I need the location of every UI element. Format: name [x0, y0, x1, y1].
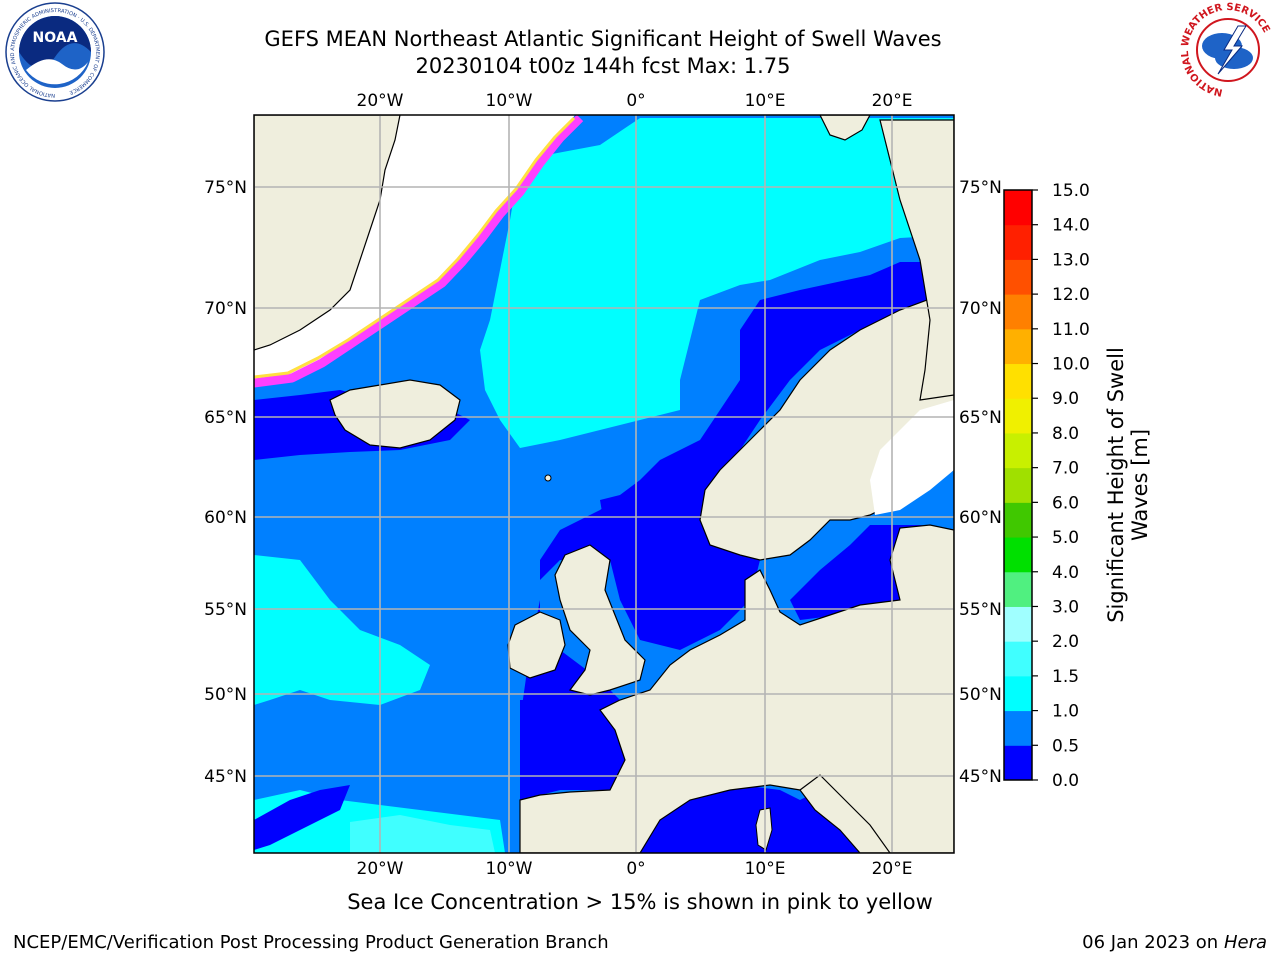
footer-host: Hera [1223, 932, 1267, 953]
map-title-line1: GEFS MEAN Northeast Atlantic Significant… [264, 27, 942, 51]
sea-ice-edge-yellow [254, 116, 576, 379]
colorbar-tick-label: 7.0 [1052, 459, 1079, 479]
colorbar-segment [1004, 710, 1032, 746]
land-great-britain [554, 544, 646, 696]
lat-label-left: 50°N [204, 685, 247, 705]
lat-label-right: 70°N [959, 299, 1002, 319]
wave-region-norwegian-sea [480, 118, 954, 448]
land-sardinia [755, 807, 773, 851]
colorbar-segment [1004, 224, 1032, 260]
colorbar-label-line1: Significant Height of Swell [1104, 347, 1128, 623]
lat-label-left: 65°N [204, 408, 247, 428]
colorbar-tick-label: 1.0 [1052, 702, 1079, 722]
colorbar-tick-label: 10.0 [1052, 355, 1090, 375]
lon-label-bottom: 20°W [357, 859, 404, 879]
footer-credit: NCEP/EMC/Verification Post Processing Pr… [13, 932, 609, 953]
colorbar-segment [1004, 363, 1032, 399]
nws-logo: NATIONAL WEATHER SERVICE [1180, 2, 1276, 98]
lon-label-top: 10°W [486, 91, 533, 111]
colorbar-label-line2: Waves [m] [1128, 429, 1152, 541]
footer-date: 06 Jan 2023 on [1082, 932, 1224, 953]
colorbar-segment [1004, 328, 1032, 365]
land-italy [799, 774, 891, 853]
colorbar-segment [1004, 432, 1032, 469]
lon-label-bottom: 0° [626, 859, 645, 879]
map-title-line2: 20230104 t00z 144h fcst Max: 1.75 [415, 54, 791, 78]
lat-label-left: 55°N [204, 600, 247, 620]
footer-date-host: 06 Jan 2023 on Hera [1082, 932, 1267, 953]
lat-label-right: 65°N [959, 408, 1002, 428]
colorbar-frame [1003, 189, 1033, 781]
lon-label-top: 20°E [872, 91, 913, 111]
lon-label-top: 20°W [357, 91, 404, 111]
lat-label-right: 75°N [959, 178, 1002, 198]
map-gridlines [254, 115, 954, 853]
colorbar-tick-label: 1.5 [1052, 667, 1079, 687]
colorbar-segment [1004, 537, 1032, 573]
colorbar-label: Significant Height of Swell Waves [m] [1104, 347, 1152, 623]
land-greenland [254, 115, 401, 351]
colorbar-segment [1004, 398, 1032, 434]
sea-ice-bothnia [870, 400, 954, 515]
colorbar-tick-label: 2.0 [1052, 632, 1079, 652]
lat-labels-left: 75°N 70°N 65°N 60°N 55°N 50°N 45°N [204, 178, 247, 787]
wave-region-atlantic-west [254, 555, 430, 705]
colorbar-tick-label: 15.0 [1052, 181, 1090, 201]
colorbar-segment [1004, 502, 1032, 538]
lat-label-left: 60°N [204, 508, 247, 528]
lat-label-right: 55°N [959, 600, 1002, 620]
sea-ice-note: Sea Ice Concentration > 15% is shown in … [347, 890, 933, 914]
colorbar-tick-label: 5.0 [1052, 528, 1079, 548]
land-svalbard [819, 115, 871, 141]
lat-labels-right: 75°N 70°N 65°N 60°N 55°N 50°N 45°N [959, 178, 1002, 787]
lat-label-left: 45°N [204, 767, 247, 787]
colorbar-tick-label: 9.0 [1052, 389, 1079, 409]
lat-label-left: 75°N [204, 178, 247, 198]
lon-labels-top: 20°W 10°W 0° 10°E 20°E [357, 91, 913, 111]
map-plot-area [254, 115, 954, 853]
colorbar-tick-label: 14.0 [1052, 216, 1090, 236]
colorbar-tick-label: 4.0 [1052, 563, 1079, 583]
colorbar-tick-label: 6.0 [1052, 493, 1079, 513]
land-faroe [544, 474, 552, 482]
colorbar-segment [1004, 675, 1032, 712]
lat-label-right: 45°N [959, 767, 1002, 787]
colorbar-tick-label: 12.0 [1052, 285, 1090, 305]
colorbar-tick-label: 13.0 [1052, 250, 1090, 270]
lon-label-top: 0° [626, 91, 645, 111]
colorbar-segment [1004, 190, 1032, 226]
colorbar-segment [1004, 259, 1032, 295]
colorbar-segment [1004, 606, 1032, 642]
map-frame [253, 114, 955, 854]
land-finland [879, 119, 954, 401]
svg-text:NOAA: NOAA [33, 30, 78, 46]
colorbar-segment [1004, 641, 1032, 677]
colorbar-tick-label: 3.0 [1052, 597, 1079, 617]
lon-label-top: 10°E [745, 91, 786, 111]
land-europe [519, 524, 954, 853]
colorbar-segment [1004, 294, 1032, 330]
lon-label-bottom: 10°W [486, 859, 533, 879]
colorbar-tick-label: 11.0 [1052, 320, 1090, 340]
colorbar-tick-label: 8.0 [1052, 424, 1079, 444]
lat-label-right: 50°N [959, 685, 1002, 705]
wave-region-cyan-light [350, 815, 495, 853]
lat-label-right: 60°N [959, 508, 1002, 528]
colorbar [1004, 190, 1032, 781]
lat-label-left: 70°N [204, 299, 247, 319]
colorbar-segment [1004, 571, 1032, 607]
lon-labels-bottom: 20°W 10°W 0° 10°E 20°E [357, 859, 913, 879]
colorbar-segment [1004, 745, 1032, 781]
wave-region-bay-of-biscay [520, 700, 620, 800]
lon-label-bottom: 10°E [745, 859, 786, 879]
colorbar-tick-label: 0.5 [1052, 736, 1079, 756]
noaa-logo: NATIONAL OCEANIC AND ATMOSPHERIC ADMINIS… [5, 2, 105, 102]
colorbar-tick-label: 0.0 [1052, 771, 1079, 791]
colorbar-segment [1004, 467, 1032, 503]
lon-label-bottom: 20°E [872, 859, 913, 879]
sea-ice-edge-band [254, 115, 584, 388]
wave-region-azores [254, 785, 350, 850]
colorbar-ticks: 0.0 0.5 1.0 1.5 2.0 3.0 4.0 5.0 6.0 7.0 8.0 9.0 10.0… [1032, 181, 1090, 791]
